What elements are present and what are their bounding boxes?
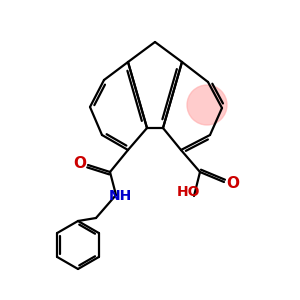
Text: O: O: [74, 157, 86, 172]
Text: NH: NH: [108, 189, 132, 203]
Text: O: O: [226, 176, 239, 190]
Text: HO: HO: [176, 185, 200, 199]
Circle shape: [187, 85, 227, 125]
